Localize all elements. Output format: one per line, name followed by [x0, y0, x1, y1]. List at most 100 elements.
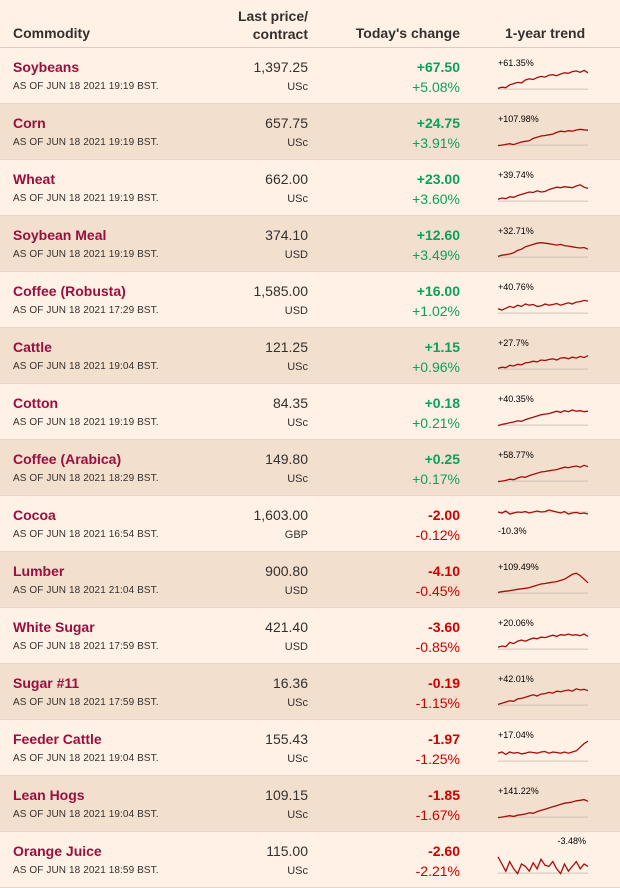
trend-label: -10.3% — [498, 526, 527, 536]
price-unit: USc — [287, 697, 308, 709]
trend-label: +40.35% — [498, 394, 534, 404]
change-value: -3.60 — [428, 619, 460, 635]
last-price: 155.43 — [265, 731, 308, 747]
sparkline-line — [497, 572, 589, 594]
table-row: Feeder Cattle AS OF JUN 18 2021 19:04 BST… — [0, 720, 620, 776]
last-price: 900.80 — [265, 563, 308, 579]
change-percent: -1.15% — [415, 695, 460, 711]
commodity-name-link[interactable]: Corn — [13, 115, 46, 131]
last-price: 421.40 — [265, 619, 308, 635]
sparkline-line — [497, 69, 589, 90]
sparkline-line — [497, 633, 589, 648]
table-row: Lean Hogs AS OF JUN 18 2021 19:04 BST. 109… — [0, 776, 620, 832]
as-of-timestamp: AS OF JUN 18 2021 17:29 BST. — [13, 305, 159, 316]
sparkline-svg — [497, 740, 589, 762]
trend-label: +32.71% — [498, 226, 534, 236]
trend-sparkline: +32.71% — [496, 220, 592, 266]
table-row: Coffee (Robusta) AS OF JUN 18 2021 17:29 … — [0, 272, 620, 328]
change-value: -0.19 — [428, 675, 460, 691]
trend-label: +17.04% — [498, 730, 534, 740]
commodity-name-link[interactable]: Cattle — [13, 339, 52, 355]
header-trend: 1-year trend — [505, 25, 586, 41]
sparkline-svg — [497, 856, 589, 875]
last-price: 374.10 — [265, 227, 308, 243]
sparkline-line — [497, 856, 589, 875]
change-percent: -0.12% — [415, 527, 460, 543]
trend-sparkline: +17.04% — [496, 724, 592, 770]
commodity-name-link[interactable]: Cotton — [13, 395, 59, 411]
trend-label: +141.22% — [498, 786, 539, 796]
trend-sparkline: +27.7% — [496, 332, 592, 378]
change-percent: -0.45% — [415, 583, 460, 599]
table-row: Cotton AS OF JUN 18 2021 19:19 BST. 84.35 U… — [0, 384, 620, 440]
table-row: Corn AS OF JUN 18 2021 19:19 BST. 657.75 US… — [0, 104, 620, 160]
as-of-timestamp: AS OF JUN 18 2021 19:04 BST. — [13, 809, 159, 820]
price-unit: USD — [284, 249, 308, 261]
table-row: Orange Juice AS OF JUN 18 2021 18:59 BST.… — [0, 832, 620, 888]
as-of-timestamp: AS OF JUN 18 2021 19:19 BST. — [13, 417, 159, 428]
table-row: Lumber AS OF JUN 18 2021 21:04 BST. 900.80… — [0, 552, 620, 608]
commodity-name-link[interactable]: Lean Hogs — [13, 787, 85, 803]
table-row: Cattle AS OF JUN 18 2021 19:04 BST. 121.25… — [0, 328, 620, 384]
commodity-name-link[interactable]: Sugar #11 — [13, 675, 80, 691]
table-row: Cocoa AS OF JUN 18 2021 16:54 BST. 1,603.0… — [0, 496, 620, 552]
commodity-name-link[interactable]: White Sugar — [13, 619, 95, 635]
change-percent: +3.91% — [412, 135, 460, 151]
commodity-name-link[interactable]: Wheat — [13, 171, 55, 187]
commodity-name-link[interactable]: Feeder Cattle — [13, 731, 102, 747]
last-price: 121.25 — [265, 339, 308, 355]
trend-sparkline: +141.22% — [496, 780, 592, 826]
trend-label: +58.77% — [498, 450, 534, 460]
commodity-name-link[interactable]: Soybeans — [13, 59, 80, 75]
change-value: +24.75 — [416, 115, 460, 131]
sparkline-svg — [497, 464, 589, 483]
trend-sparkline: +20.06% — [496, 612, 592, 658]
price-unit: USc — [287, 865, 308, 877]
trend-sparkline: +42.01% — [496, 668, 592, 714]
sparkline-svg — [497, 355, 589, 370]
trend-label: +107.98% — [498, 114, 539, 124]
as-of-timestamp: AS OF JUN 18 2021 21:04 BST. — [13, 585, 159, 596]
price-unit: USc — [287, 809, 308, 821]
as-of-timestamp: AS OF JUN 18 2021 19:19 BST. — [13, 137, 159, 148]
sparkline-svg — [497, 69, 589, 90]
change-percent: -1.67% — [415, 807, 460, 823]
price-unit: USc — [287, 417, 308, 429]
sparkline-line — [497, 242, 589, 258]
last-price: 662.00 — [265, 171, 308, 187]
commodity-name-link[interactable]: Orange Juice — [13, 843, 102, 859]
trend-label: +20.06% — [498, 618, 534, 628]
sparkline-line — [497, 299, 589, 311]
sparkline-line — [497, 409, 589, 427]
sparkline-line — [497, 464, 589, 483]
table-body: Soybeans AS OF JUN 18 2021 19:19 BST. 1,39… — [0, 48, 620, 888]
change-value: +67.50 — [416, 59, 460, 75]
price-unit: USD — [284, 641, 308, 653]
change-value: +23.00 — [416, 171, 460, 187]
change-value: -1.85 — [428, 787, 460, 803]
change-value: -1.97 — [428, 731, 460, 747]
change-percent: +3.49% — [412, 247, 460, 263]
last-price: 1,585.00 — [253, 283, 309, 299]
price-unit: GBP — [284, 529, 308, 541]
header-todays-change: Today's change — [355, 25, 460, 41]
change-value: +0.25 — [424, 451, 460, 467]
price-unit: USc — [287, 361, 308, 373]
sparkline-svg — [497, 688, 589, 706]
commodity-name-link[interactable]: Coffee (Robusta) — [13, 283, 126, 299]
trend-sparkline: +40.76% — [496, 276, 592, 322]
trend-label: +61.35% — [498, 58, 534, 68]
price-unit: USc — [287, 137, 308, 149]
change-value: +1.15 — [424, 339, 460, 355]
commodity-name-link[interactable]: Cocoa — [13, 507, 56, 523]
table-row: Coffee (Arabica) AS OF JUN 18 2021 18:29 … — [0, 440, 620, 496]
sparkline-svg — [497, 128, 589, 147]
commodity-name-link[interactable]: Coffee (Arabica) — [13, 451, 122, 467]
commodity-name-link[interactable]: Soybean Meal — [13, 227, 107, 243]
trend-sparkline: +109.49% — [496, 556, 592, 602]
trend-sparkline: +40.35% — [496, 388, 592, 434]
last-price: 1,603.00 — [253, 507, 309, 523]
change-percent: +0.21% — [412, 415, 460, 431]
commodity-name-link[interactable]: Lumber — [13, 563, 65, 579]
sparkline-line — [497, 688, 589, 706]
